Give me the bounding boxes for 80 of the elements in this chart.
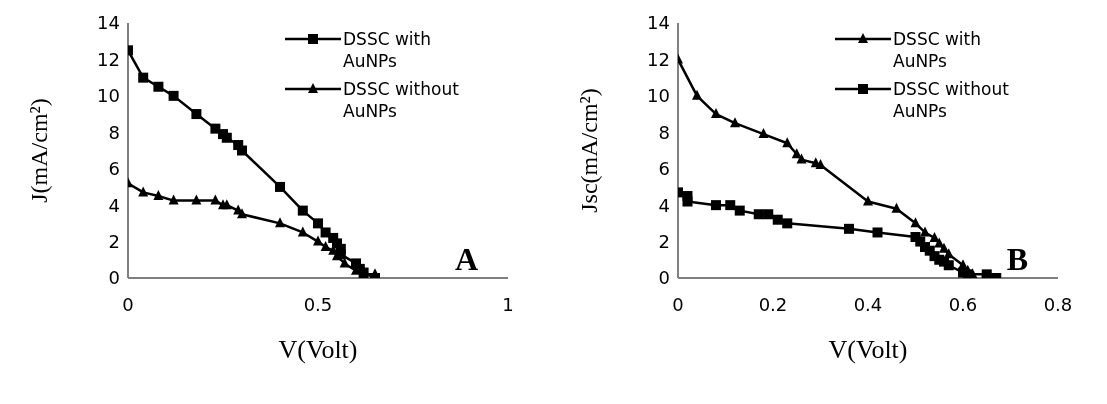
point: [168, 90, 179, 101]
legend-label: DSSC without AuNPs: [893, 78, 1010, 122]
point: [313, 235, 323, 246]
point: [782, 218, 793, 229]
point: [138, 186, 149, 197]
y-axis-title: Jsc(mA/cm²): [575, 88, 602, 213]
point: [962, 269, 973, 278]
y-tick-label: 12: [647, 48, 670, 70]
point: [763, 209, 774, 220]
legend-label: DSSC with AuNPs: [893, 28, 982, 72]
point: [758, 128, 769, 139]
y-tick-label: 6: [108, 158, 120, 180]
point: [863, 195, 873, 206]
point: [191, 109, 202, 120]
point: [237, 208, 247, 219]
point: [730, 117, 740, 128]
x-axis-title: V(Volt): [278, 335, 358, 364]
annotation: A: [454, 241, 478, 278]
x-tick-label: 0.6: [948, 293, 978, 315]
point: [153, 190, 164, 201]
y-tick-label: 10: [97, 85, 120, 107]
point: [237, 145, 247, 156]
point: [815, 159, 826, 170]
point: [275, 217, 285, 228]
x-tick-label: 0.2: [758, 293, 788, 315]
y-tick-label: 0: [108, 267, 120, 289]
y-tick-label: 4: [658, 194, 670, 216]
point: [210, 123, 221, 134]
point: [782, 137, 793, 148]
point: [297, 205, 308, 216]
point: [692, 89, 702, 100]
point: [725, 200, 736, 211]
point: [275, 181, 285, 192]
y-tick-label: 8: [108, 121, 120, 143]
point: [753, 209, 764, 220]
x-axis-title: V(Volt): [828, 335, 908, 364]
point: [910, 217, 921, 228]
point: [682, 196, 693, 207]
legend-label: DSSC with AuNPs: [343, 28, 432, 72]
point: [297, 226, 308, 237]
y-tick-label: 14: [97, 12, 120, 34]
point: [796, 153, 807, 164]
point: [711, 108, 721, 119]
point: [221, 132, 232, 143]
y-tick-label: 4: [108, 194, 120, 216]
point: [920, 226, 930, 237]
point: [221, 199, 232, 210]
x-tick-label: 1: [502, 293, 514, 315]
y-tick-label: 2: [108, 230, 120, 252]
y-tick-label: 2: [658, 230, 670, 252]
point: [138, 72, 149, 83]
annotation: B: [1006, 241, 1028, 278]
point: [210, 194, 221, 205]
y-tick-label: 12: [97, 48, 120, 70]
point: [929, 231, 940, 242]
x-tick-label: 0.5: [303, 293, 333, 315]
point: [313, 218, 323, 229]
point: [734, 205, 745, 216]
x-tick-label: 0.4: [853, 293, 883, 315]
y-axis-title: J(mA/cm²): [25, 98, 52, 203]
point: [772, 214, 783, 225]
y-tick-label: 6: [658, 158, 670, 180]
point: [844, 223, 854, 234]
point: [168, 194, 179, 205]
point: [320, 241, 331, 252]
point: [943, 260, 954, 271]
x-tick-label: 0: [122, 293, 134, 315]
point: [191, 194, 202, 205]
y-tick-label: 14: [647, 12, 670, 34]
y-tick-label: 10: [647, 85, 670, 107]
x-tick-label: 0: [672, 293, 684, 315]
legend-label: DSSC without AuNPs: [343, 78, 460, 122]
point: [891, 202, 902, 213]
y-tick-label: 8: [658, 121, 670, 143]
y-tick-label: 0: [658, 267, 670, 289]
point: [153, 81, 164, 92]
point: [872, 227, 883, 238]
point: [711, 200, 721, 211]
point: [939, 242, 949, 253]
x-tick-label: 0.8: [1043, 293, 1073, 315]
